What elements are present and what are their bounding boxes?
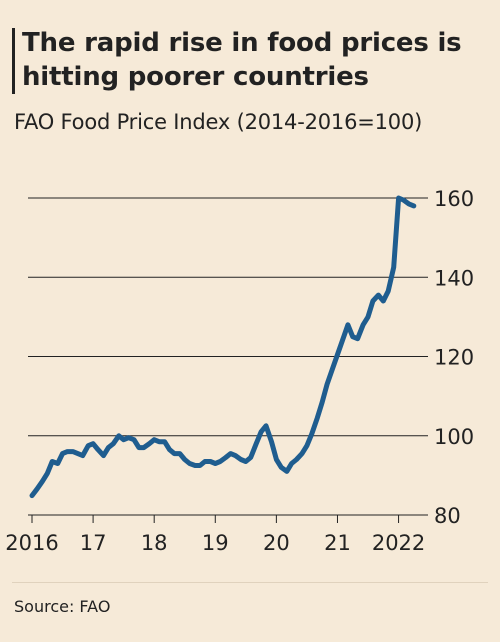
x-tick-labels: 2016 17 18 19 20 21 2022	[5, 515, 425, 555]
x-tick-label-17: 17	[80, 531, 107, 555]
x-tick-label-18: 18	[141, 531, 168, 555]
y-tick-label-120: 120	[434, 346, 474, 370]
y-tick-label-140: 140	[434, 266, 474, 290]
series-line	[29, 195, 417, 499]
x-tick-label-21: 21	[324, 531, 351, 555]
gridlines	[28, 197, 428, 437]
y-tick-labels: 80 100 120 140 160	[434, 187, 474, 528]
source-note: Source: FAO	[14, 597, 111, 616]
y-tick-label-160: 160	[434, 187, 474, 211]
x-tick-label-19: 19	[202, 531, 229, 555]
chart-subtitle: FAO Food Price Index (2014-2016=100)	[14, 110, 423, 134]
y-tick-label-100: 100	[434, 425, 474, 449]
y-tick-label-80: 80	[434, 504, 461, 528]
x-tick-label-20: 20	[263, 531, 290, 555]
x-tick-label-2016: 2016	[5, 531, 58, 555]
chart-title: The rapid rise in food prices is hitting…	[22, 28, 462, 92]
title-accent-bar	[12, 28, 15, 94]
title-block: The rapid rise in food prices is hitting…	[12, 26, 482, 94]
divider	[12, 582, 488, 583]
x-tick-label-2022: 2022	[372, 531, 425, 555]
